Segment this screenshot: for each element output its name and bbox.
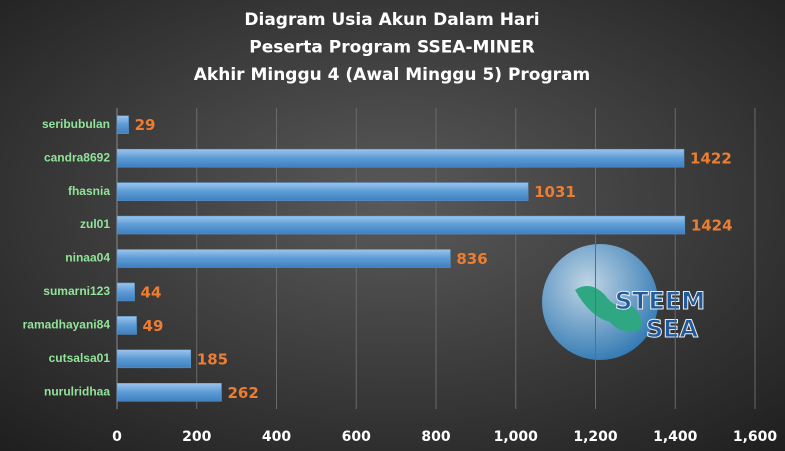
value-label: 836 xyxy=(456,250,487,268)
bar xyxy=(116,215,686,235)
value-label: 1031 xyxy=(534,183,576,201)
y-tick-label: ninaa04 xyxy=(65,251,110,265)
bar xyxy=(116,115,129,134)
x-tick-label: 600 xyxy=(342,429,371,445)
chart-title: Akhir Minggu 4 (Awal Minggu 5) Program xyxy=(194,65,590,85)
x-tick-label: 1,200 xyxy=(573,429,618,445)
value-label: 262 xyxy=(227,384,258,402)
logo-land xyxy=(575,286,642,332)
bar xyxy=(116,282,135,302)
value-label: 1422 xyxy=(690,150,732,168)
x-tick-label: 800 xyxy=(421,429,450,445)
x-tick-label: 1,600 xyxy=(733,429,778,445)
bar xyxy=(116,148,685,168)
value-label: 185 xyxy=(197,350,228,368)
bar xyxy=(116,316,137,335)
x-tick-label: 200 xyxy=(182,429,211,445)
y-tick-label: cutsalsa01 xyxy=(49,351,111,365)
value-label: 1424 xyxy=(691,217,733,235)
y-tick-label: nurulridhaa xyxy=(44,384,110,398)
y-tick-label: ramadhayani84 xyxy=(23,318,111,332)
value-label: 44 xyxy=(141,283,162,301)
y-tick-label: zul01 xyxy=(80,217,110,231)
logo-text: STEEM xyxy=(615,287,705,315)
bar xyxy=(116,249,451,268)
x-tick-label: 1,400 xyxy=(653,429,698,445)
logo-text: SEA xyxy=(646,315,699,343)
x-tick-label: 400 xyxy=(262,429,291,445)
chart-title: Peserta Program SSEA-MINER xyxy=(249,38,534,58)
bar xyxy=(116,383,222,402)
value-label: 49 xyxy=(143,317,164,335)
bar xyxy=(116,349,192,369)
bar xyxy=(116,182,529,201)
y-tick-label: seribubulan xyxy=(42,117,110,131)
value-label: 29 xyxy=(135,116,156,134)
y-tick-label: candra8692 xyxy=(44,150,110,164)
y-tick-label: sumarni123 xyxy=(43,284,110,298)
logo: STEEM SEA xyxy=(542,244,706,360)
x-tick-label: 1,000 xyxy=(494,429,539,445)
chart-title: Diagram Usia Akun Dalam Hari xyxy=(244,10,539,30)
x-tick-label: 0 xyxy=(112,429,122,445)
y-tick-label: fhasnia xyxy=(68,184,110,198)
